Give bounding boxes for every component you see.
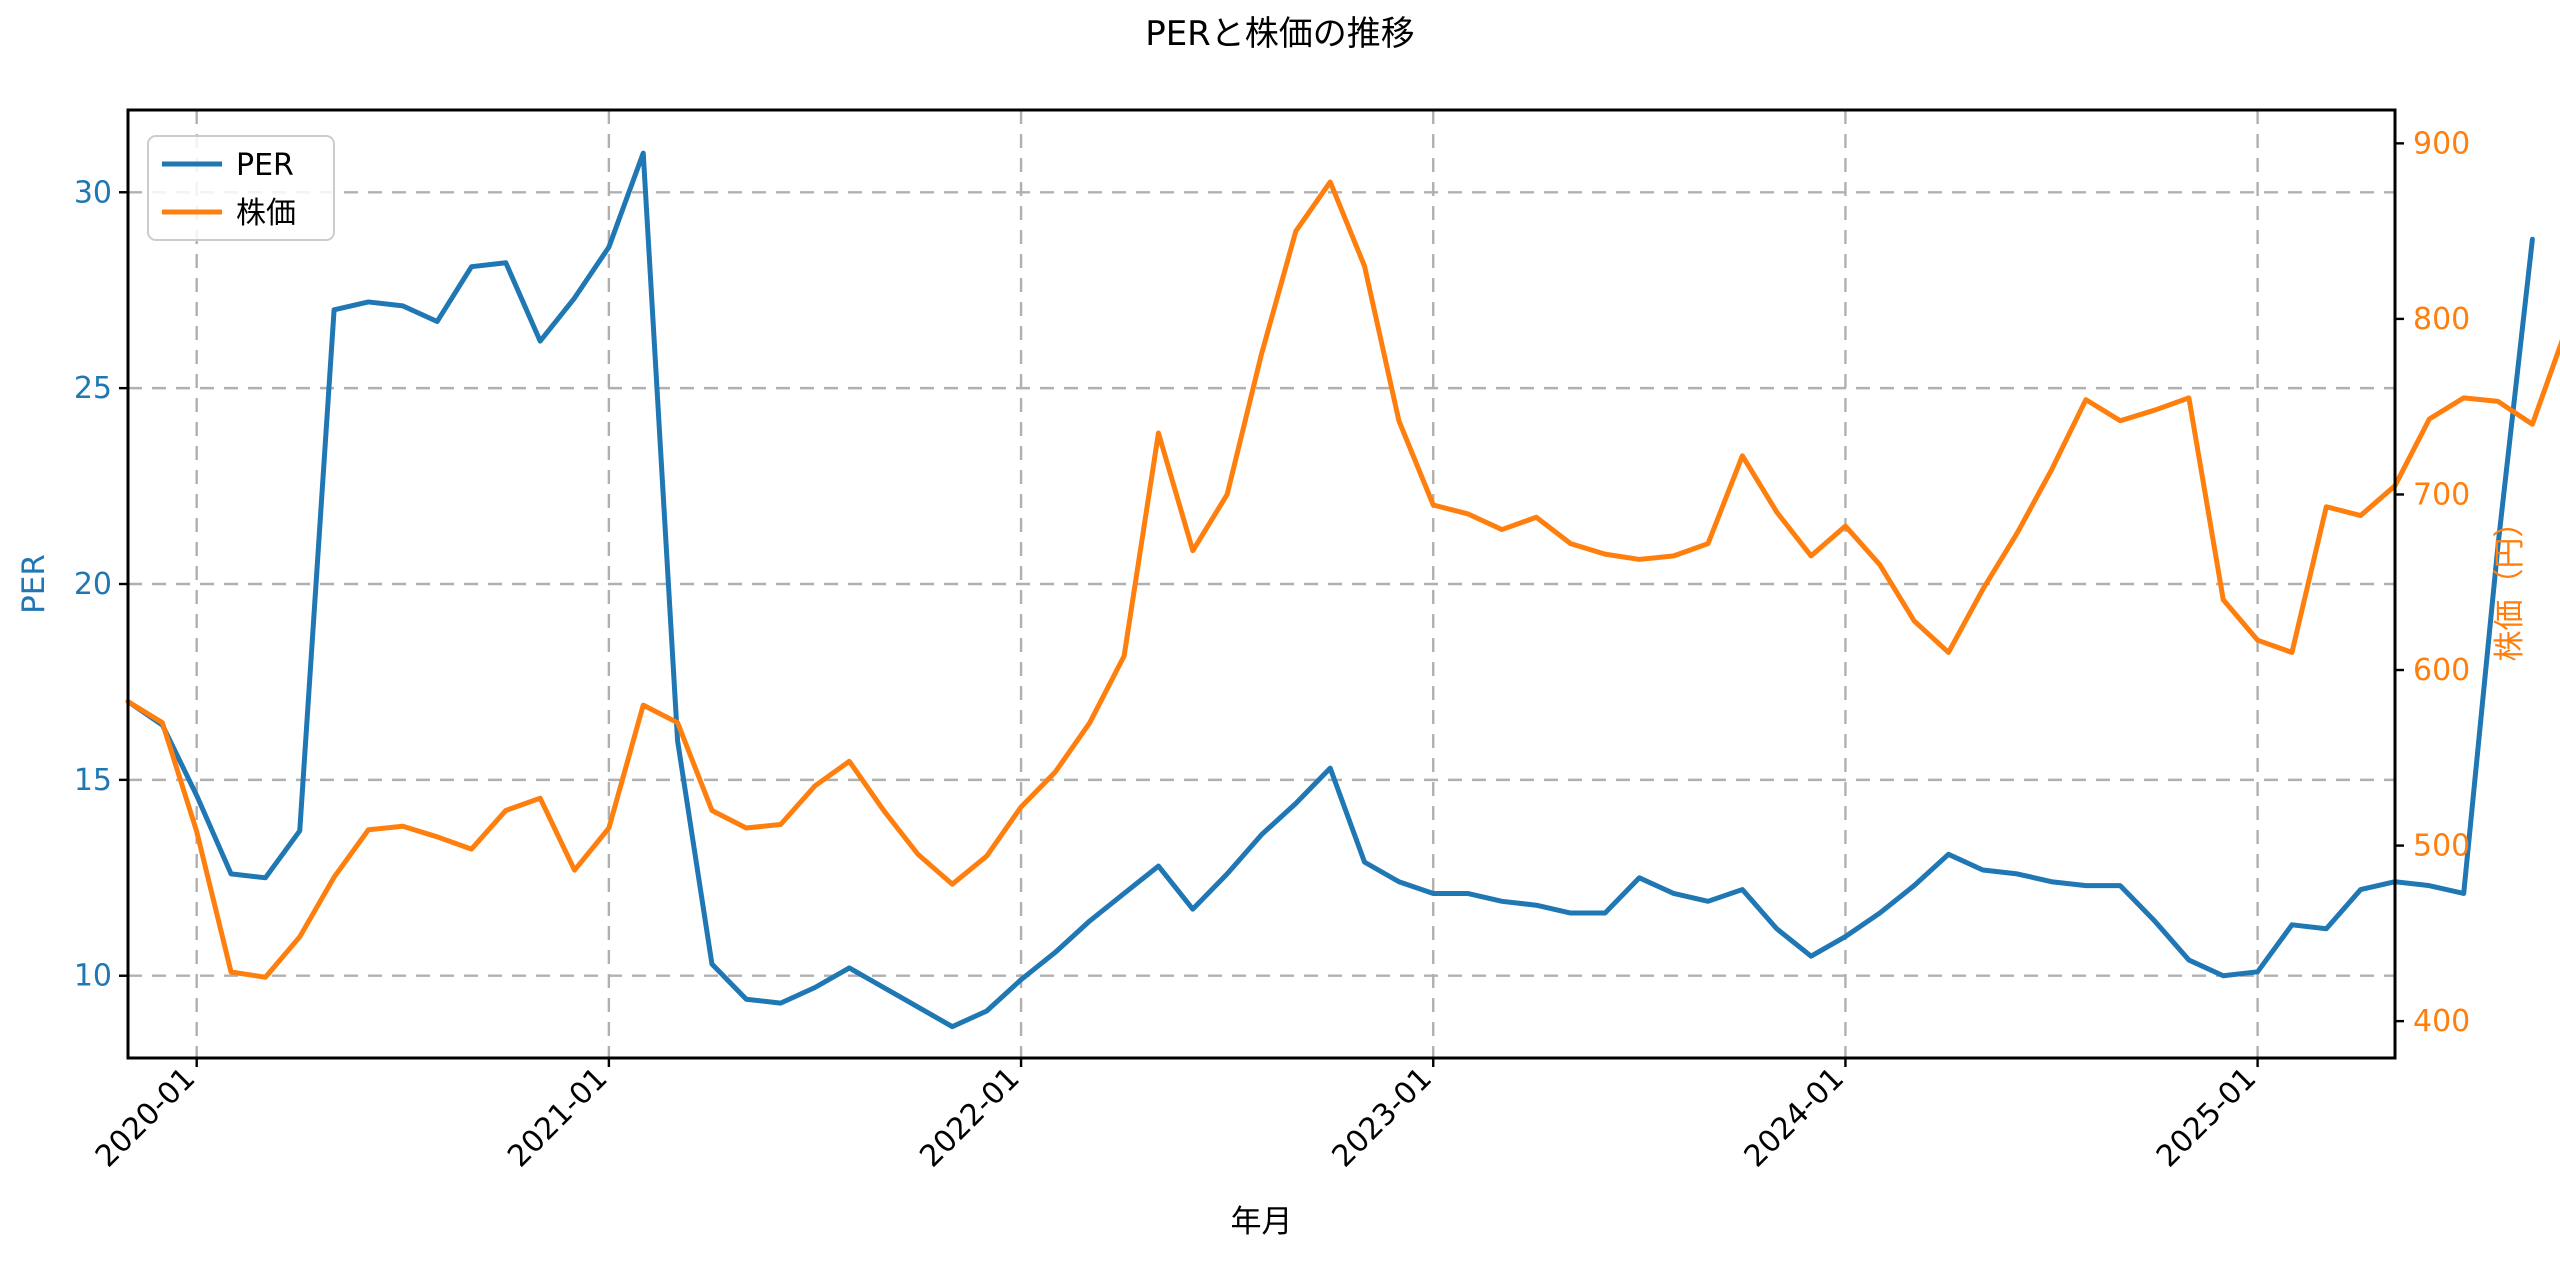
y-tick-label-right: 400 [2413,1004,2470,1039]
y-tick-label-left: 15 [74,763,112,798]
y-tick-label-left: 20 [74,567,112,602]
y-tick-label-right: 700 [2413,477,2470,512]
x-axis-label: 年月 [1231,1204,1293,1240]
series-line-per [125,150,2535,1030]
y-tick-label-left: 10 [74,959,112,994]
chart-title: PERと株価の推移 [1145,14,1415,54]
series-line-stock [125,179,2560,980]
y-tick-label-left: 30 [74,175,112,210]
y-axis-label-right: 株価（円） [2492,507,2528,662]
y-axis-label-left: PER [16,554,52,614]
data-series [125,150,2560,1030]
gridlines [128,110,2395,1058]
plot-border [126,108,2397,1060]
legend-label[interactable]: 株価 [236,196,296,231]
legend-label[interactable]: PER [236,148,294,183]
y-tick-label-right: 900 [2413,126,2470,161]
chart-legend[interactable]: PER 株価 [147,135,335,241]
y-tick-label-left: 25 [74,371,112,406]
y-tick-label-right: 800 [2413,302,2470,337]
axes-spines [126,108,2397,1060]
y-tick-label-right: 600 [2413,653,2470,688]
y-tick-label-right: 500 [2413,829,2470,864]
